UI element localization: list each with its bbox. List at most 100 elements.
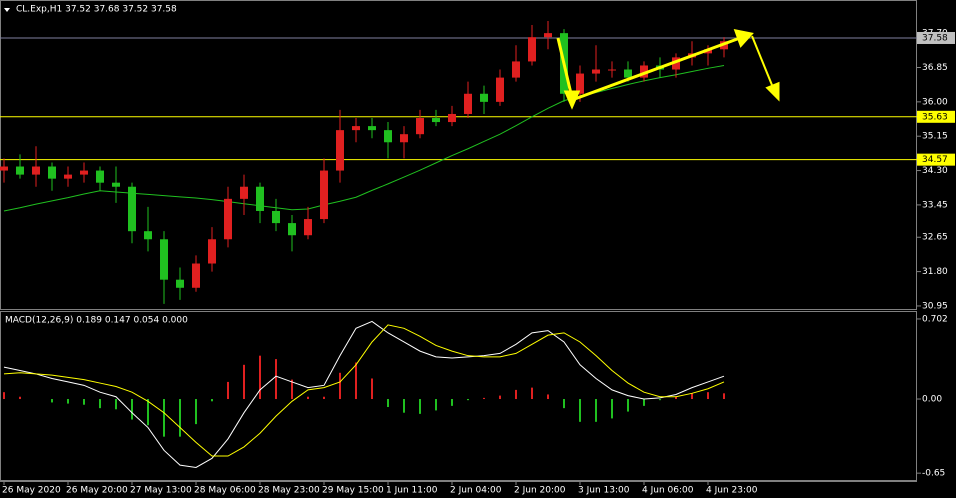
price-label: 37.58 <box>922 33 948 43</box>
price-panel <box>0 0 917 310</box>
y-tick-label: 0.702 <box>922 314 948 324</box>
histogram-bar <box>275 359 277 400</box>
candle-body <box>640 65 648 78</box>
histogram-bar <box>147 399 149 426</box>
histogram-bar <box>179 399 181 437</box>
candle-body <box>432 118 440 123</box>
price-box <box>917 31 955 44</box>
candle-body <box>16 166 24 175</box>
macd-panel <box>0 311 917 481</box>
histogram-bar <box>323 396 325 400</box>
candle-body <box>32 166 40 175</box>
candle-body <box>320 170 328 220</box>
chart-title: CL.Exp,H1 37.52 37.68 37.52 37.58 <box>16 5 177 15</box>
histogram-bar <box>51 399 53 403</box>
histogram-bar <box>611 399 613 419</box>
histogram-bar <box>451 399 453 406</box>
histogram-bar <box>499 395 501 400</box>
histogram-bar <box>115 399 117 410</box>
histogram-bar <box>307 396 309 400</box>
histogram-bar <box>67 399 69 404</box>
histogram-bar <box>627 399 629 412</box>
histogram-bar <box>259 355 261 400</box>
histogram-bar <box>643 399 645 406</box>
candle-body <box>144 231 152 240</box>
candle-body <box>496 77 504 102</box>
histogram-bar <box>531 387 533 400</box>
y-tick-label: 33.45 <box>922 200 948 210</box>
histogram-bar <box>579 399 581 422</box>
y-tick-label: 31.80 <box>922 267 948 277</box>
level-label: 35.63 <box>922 112 948 122</box>
candle-body <box>304 219 312 236</box>
level-label: 34.57 <box>922 155 948 165</box>
y-tick-label: 36.00 <box>922 97 948 107</box>
histogram-bar <box>195 399 197 425</box>
candle-body <box>512 61 520 78</box>
histogram-bar <box>691 393 693 400</box>
candle-body <box>240 186 248 199</box>
histogram-bar <box>723 393 725 400</box>
histogram-bar <box>227 381 229 400</box>
candle-body <box>528 37 536 62</box>
y-tick-label: 36.85 <box>922 63 948 73</box>
histogram-bar <box>131 399 133 420</box>
x-tick-label: 29 May 15:00 <box>322 486 384 496</box>
candle-body <box>336 130 344 171</box>
x-tick-label: 3 Jun 13:00 <box>578 486 630 496</box>
x-tick-label: 26 May 2020 <box>2 486 61 496</box>
candle-body <box>48 166 56 179</box>
candle-body <box>208 239 216 264</box>
candle-body <box>368 126 376 131</box>
histogram-bar <box>515 389 517 400</box>
candle-body <box>624 69 632 78</box>
menu-icon <box>4 8 10 12</box>
arrowhead <box>733 29 754 48</box>
histogram-bar <box>163 399 165 437</box>
moving-average <box>3 64 725 212</box>
level-box <box>917 110 955 123</box>
histogram-bar <box>563 399 565 409</box>
candle-body <box>672 57 680 70</box>
x-tick-label: 4 Jun 06:00 <box>642 486 694 496</box>
candle-body <box>400 134 408 143</box>
x-tick-label: 2 Jun 04:00 <box>450 486 502 496</box>
x-tick-label: 28 May 23:00 <box>258 486 320 496</box>
y-tick-label: 35.15 <box>922 132 948 142</box>
candle-body <box>384 130 392 143</box>
histogram-bar <box>435 399 437 411</box>
histogram-bar <box>387 399 389 408</box>
x-tick-label: 2 Jun 20:00 <box>514 486 566 496</box>
candle-body <box>288 223 296 236</box>
candle-body <box>352 126 360 131</box>
annotations <box>556 29 780 110</box>
candle-body <box>160 239 168 280</box>
histogram-bar <box>675 396 677 400</box>
x-tick-label: 27 May 13:00 <box>130 486 192 496</box>
arrowhead <box>765 81 780 102</box>
macd-title: MACD(12,26,9) 0.189 0.147 0.054 0.000 <box>5 316 188 326</box>
histogram-bar <box>659 399 661 401</box>
y-tick-label: 32.65 <box>922 233 948 243</box>
candle-body <box>224 198 232 240</box>
y-tick-label: 30.95 <box>922 301 948 311</box>
candle-body <box>192 263 200 288</box>
histogram-bar <box>371 378 373 400</box>
histogram-bar <box>419 399 421 414</box>
candle-body <box>0 166 8 171</box>
y-tick-label: -0.65 <box>922 469 945 479</box>
macd-line <box>3 320 725 468</box>
candle-body <box>544 33 552 38</box>
histogram-bar <box>355 362 357 400</box>
x-tick-label: 4 Jun 23:00 <box>706 486 758 496</box>
candle-body <box>592 69 600 74</box>
macd-line <box>3 324 725 457</box>
y-tick-label: 0.00 <box>922 395 942 405</box>
level-box <box>917 153 955 166</box>
candle-body <box>176 279 184 288</box>
candle-body <box>272 210 280 224</box>
y-tick-label: 34.30 <box>922 166 948 176</box>
histogram-bar <box>291 379 293 400</box>
histogram-bar <box>483 397 485 400</box>
candle-body <box>256 186 264 211</box>
